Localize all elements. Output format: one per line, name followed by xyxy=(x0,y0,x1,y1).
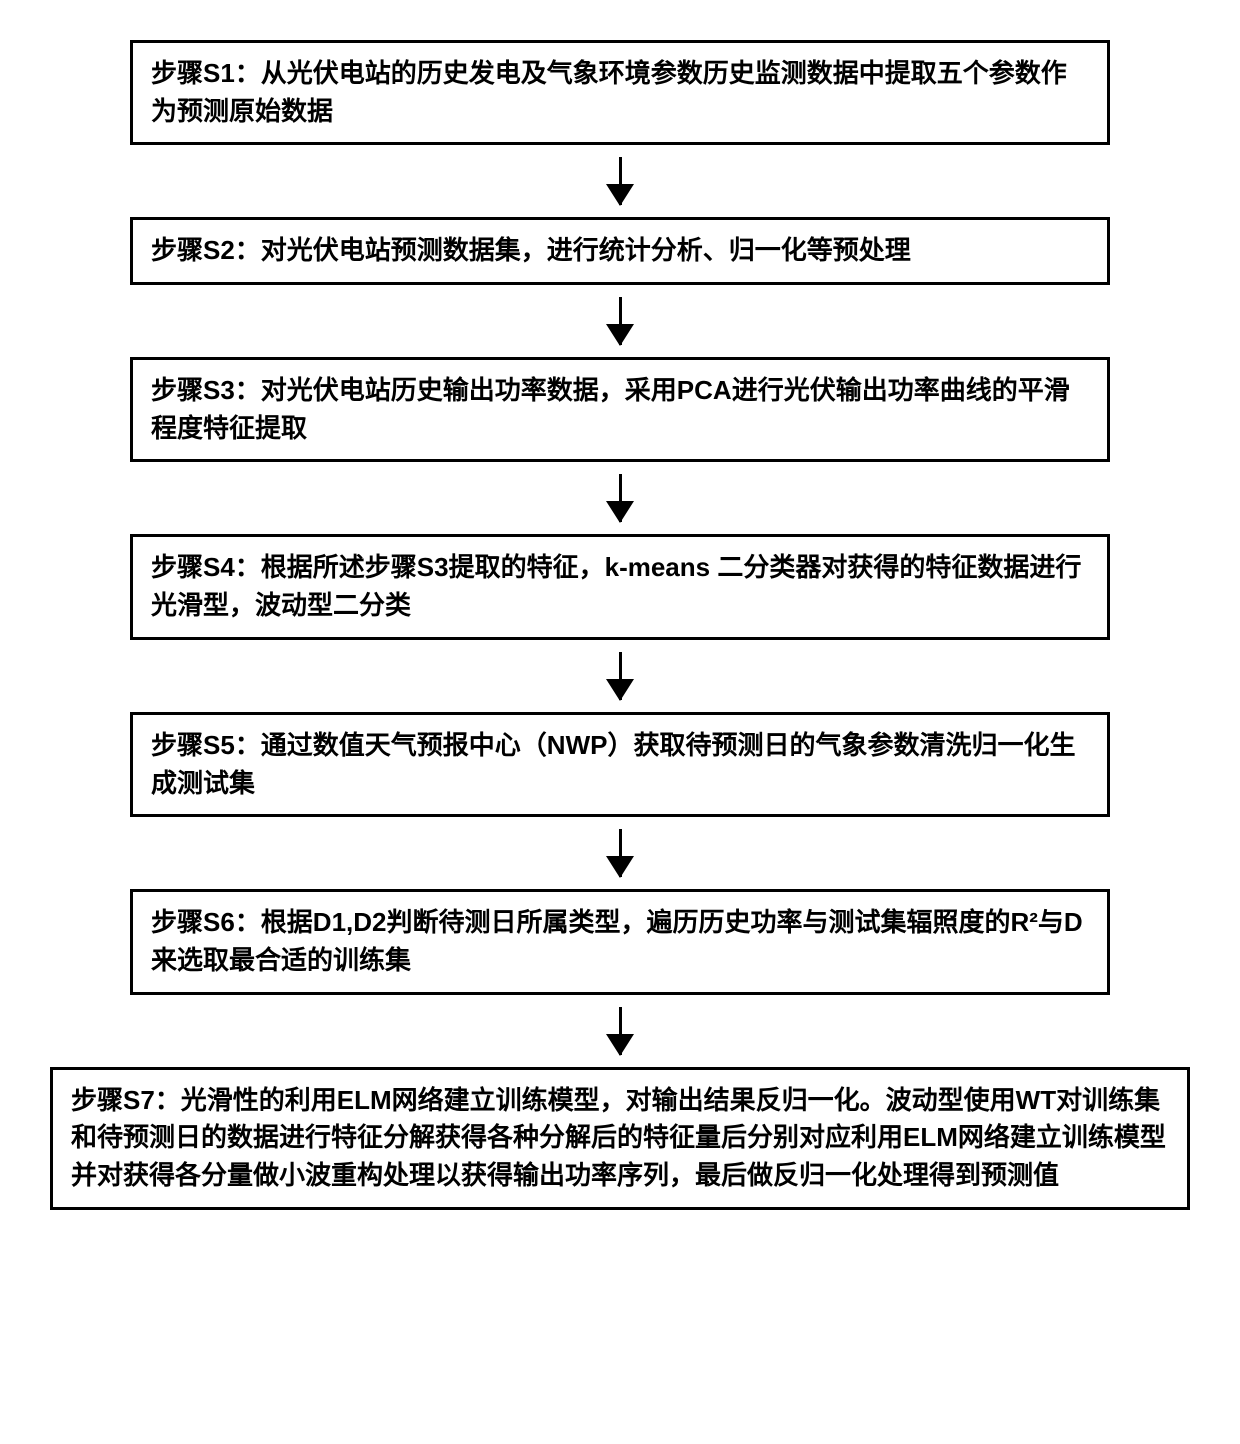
step-s6-text: 步骤S6：根据D1,D2判断待测日所属类型，遍历历史功率与测试集辐照度的R²与D… xyxy=(151,907,1083,975)
step-s3: 步骤S3：对光伏电站历史输出功率数据，采用PCA进行光伏输出功率曲线的平滑程度特… xyxy=(130,357,1110,462)
step-s7-text: 步骤S7：光滑性的利用ELM网络建立训练模型，对输出结果反归一化。波动型使用WT… xyxy=(71,1085,1166,1190)
step-s4: 步骤S4：根据所述步骤S3提取的特征，k-means 二分类器对获得的特征数据进… xyxy=(130,534,1110,639)
arrow-icon xyxy=(619,829,622,877)
step-s3-text: 步骤S3：对光伏电站历史输出功率数据，采用PCA进行光伏输出功率曲线的平滑程度特… xyxy=(151,375,1070,443)
step-s4-text: 步骤S4：根据所述步骤S3提取的特征，k-means 二分类器对获得的特征数据进… xyxy=(151,552,1081,620)
step-s7: 步骤S7：光滑性的利用ELM网络建立训练模型，对输出结果反归一化。波动型使用WT… xyxy=(50,1067,1190,1210)
flowchart-container: 步骤S1：从光伏电站的历史发电及气象环境参数历史监测数据中提取五个参数作为预测原… xyxy=(50,40,1190,1210)
arrow-s6-s7 xyxy=(619,995,622,1067)
arrow-s3-s4 xyxy=(619,462,622,534)
step-s2-text: 步骤S2：对光伏电站预测数据集，进行统计分析、归一化等预处理 xyxy=(151,235,911,265)
arrow-icon xyxy=(619,474,622,522)
arrow-icon xyxy=(619,652,622,700)
step-s5: 步骤S5：通过数值天气预报中心（NWP）获取待预测日的气象参数清洗归一化生成测试… xyxy=(130,712,1110,817)
arrow-icon xyxy=(619,297,622,345)
arrow-s1-s2 xyxy=(619,145,622,217)
arrow-s4-s5 xyxy=(619,640,622,712)
step-s5-text: 步骤S5：通过数值天气预报中心（NWP）获取待预测日的气象参数清洗归一化生成测试… xyxy=(151,730,1075,798)
step-s6: 步骤S6：根据D1,D2判断待测日所属类型，遍历历史功率与测试集辐照度的R²与D… xyxy=(130,889,1110,994)
arrow-icon xyxy=(619,1007,622,1055)
arrow-s5-s6 xyxy=(619,817,622,889)
arrow-s2-s3 xyxy=(619,285,622,357)
step-s2: 步骤S2：对光伏电站预测数据集，进行统计分析、归一化等预处理 xyxy=(130,217,1110,285)
arrow-icon xyxy=(619,157,622,205)
step-s1-text: 步骤S1：从光伏电站的历史发电及气象环境参数历史监测数据中提取五个参数作为预测原… xyxy=(151,58,1067,126)
step-s1: 步骤S1：从光伏电站的历史发电及气象环境参数历史监测数据中提取五个参数作为预测原… xyxy=(130,40,1110,145)
